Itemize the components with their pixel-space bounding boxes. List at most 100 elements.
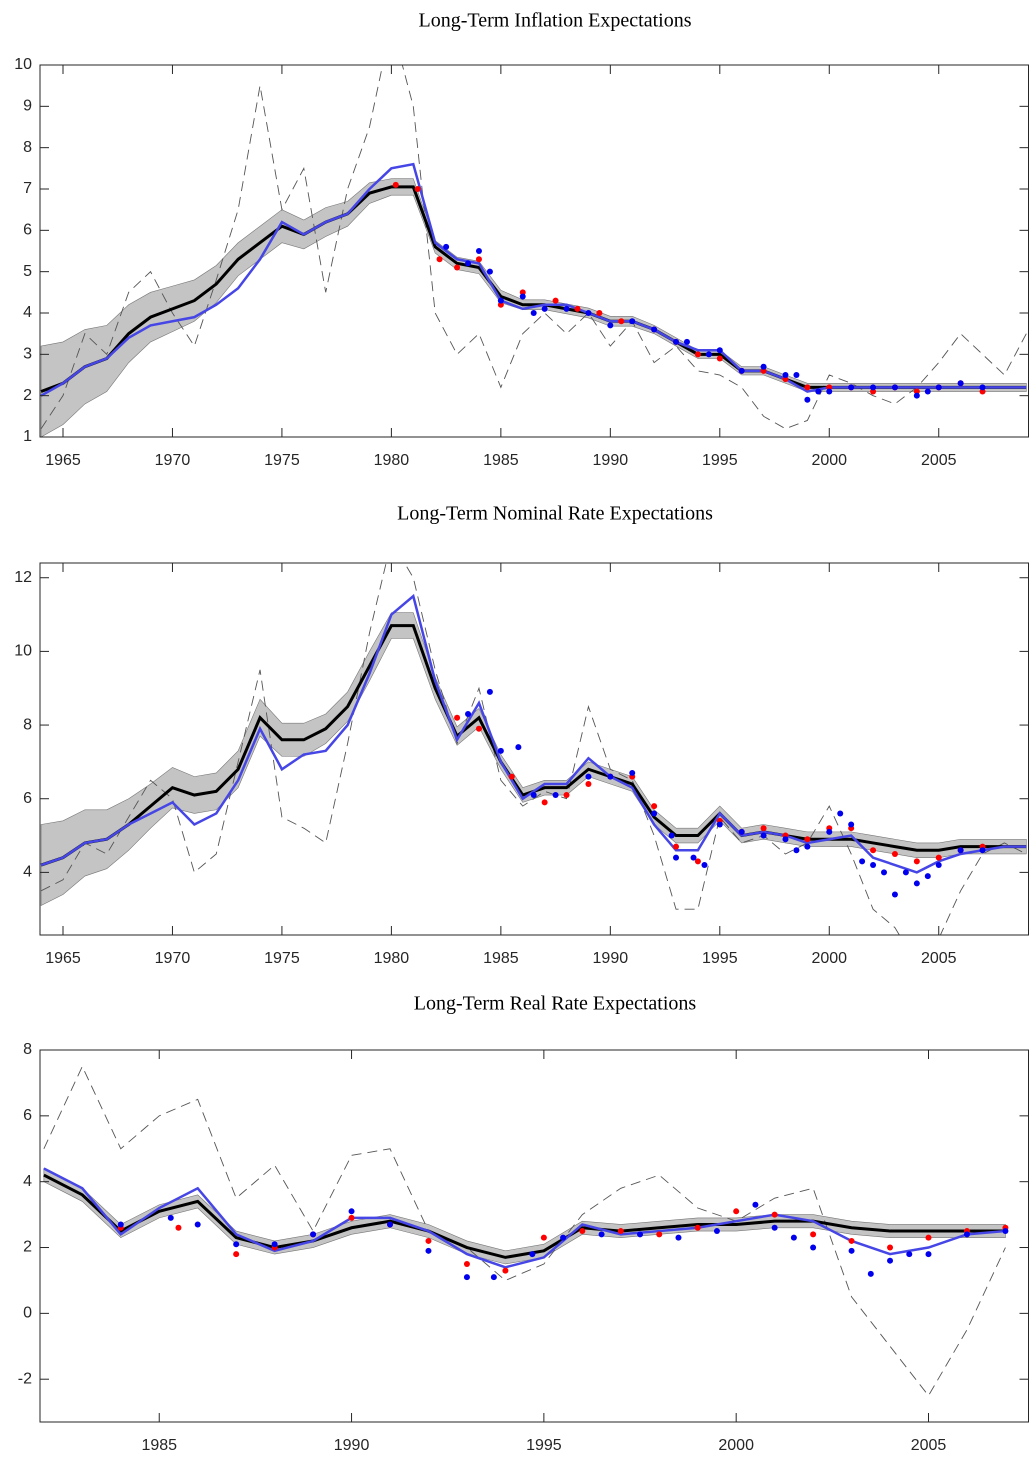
y-tick-label: 8 — [23, 716, 32, 733]
dot — [716, 355, 723, 362]
dot — [752, 1201, 759, 1208]
y-tick-label: 3 — [23, 346, 32, 363]
y-tick-label: 0 — [23, 1305, 32, 1322]
y-tick-label: 5 — [23, 263, 32, 280]
panel: Long-Term Real Rate Expectations -2 0 2 4 6 8 1… — [18, 993, 1029, 1454]
dot — [979, 384, 986, 391]
dot — [497, 297, 504, 304]
dot — [793, 372, 800, 378]
dot — [887, 1257, 894, 1264]
line — [43, 1167, 1006, 1269]
dot — [694, 858, 701, 865]
dot — [497, 747, 504, 754]
dot — [760, 363, 767, 370]
dot — [826, 388, 833, 395]
dot — [673, 843, 680, 850]
dot — [810, 1244, 817, 1251]
dot — [963, 1231, 970, 1238]
dot — [913, 880, 920, 887]
confidence-band — [43, 1168, 1006, 1265]
dot — [760, 825, 767, 832]
dot — [617, 1228, 624, 1235]
y-tick-label: 2 — [23, 1239, 32, 1256]
dot — [656, 1231, 663, 1238]
dot — [515, 744, 522, 751]
dot — [651, 803, 658, 810]
x-tick-label: 1980 — [374, 950, 410, 967]
dot — [519, 293, 526, 300]
dot — [541, 305, 548, 312]
dot — [552, 792, 559, 799]
dot — [848, 384, 855, 391]
dot — [348, 1214, 355, 1221]
dot — [675, 1234, 682, 1241]
chart-title: Long-Term Real Rate Expectations — [414, 993, 697, 1015]
dot — [475, 256, 482, 263]
dot — [629, 318, 636, 325]
y-tick-label: 6 — [23, 222, 32, 239]
dot — [906, 1251, 913, 1258]
dot — [502, 1267, 509, 1274]
line — [40, 162, 1027, 397]
dot — [804, 836, 811, 843]
y-tick-label: 10 — [14, 56, 32, 73]
dashed-line — [40, 65, 1027, 430]
dot — [463, 1260, 470, 1267]
dot — [848, 1247, 855, 1254]
dot — [194, 1221, 201, 1228]
dot — [810, 1231, 817, 1238]
dot — [870, 862, 877, 869]
x-tick-label: 2000 — [718, 1437, 754, 1454]
dot — [782, 372, 789, 378]
x-tick-label: 1985 — [483, 950, 519, 967]
dot — [690, 854, 697, 861]
dot — [804, 843, 811, 850]
dot — [425, 1247, 432, 1254]
dot — [465, 711, 472, 718]
dot — [935, 384, 942, 391]
y-tick-label: 10 — [14, 643, 32, 660]
dot — [913, 388, 920, 395]
dot — [167, 1214, 174, 1221]
dot — [902, 869, 909, 876]
y-tick-label: 6 — [23, 1107, 32, 1124]
x-tick-label: 2005 — [911, 1437, 947, 1454]
x-tick-label: 1970 — [155, 950, 191, 967]
dashed-line — [40, 563, 1027, 935]
dot — [771, 1224, 778, 1231]
dot — [891, 850, 898, 857]
dot — [859, 858, 866, 865]
y-tick-label: -2 — [18, 1370, 32, 1387]
dot — [585, 780, 592, 787]
dot — [465, 260, 472, 267]
dot — [1002, 1228, 1009, 1235]
dot — [629, 769, 636, 776]
dot — [414, 186, 421, 192]
dot — [848, 821, 855, 828]
dot — [790, 1234, 797, 1241]
dot — [738, 828, 745, 835]
dot — [760, 832, 767, 839]
dot — [738, 367, 745, 374]
dot — [574, 305, 581, 312]
y-tick-label: 2 — [23, 387, 32, 404]
dot — [837, 810, 844, 817]
dot — [233, 1241, 240, 1248]
dot — [694, 1224, 701, 1231]
dot — [508, 773, 515, 780]
dot — [867, 1270, 874, 1277]
dot — [529, 1251, 536, 1258]
x-tick-label: 1965 — [45, 452, 81, 469]
x-tick-label: 1965 — [45, 950, 81, 967]
dot — [637, 1231, 644, 1238]
dot — [891, 384, 898, 391]
x-tick-label: 1995 — [702, 950, 738, 967]
dot — [497, 301, 504, 308]
dot — [683, 338, 690, 345]
dot — [924, 873, 931, 880]
dot — [887, 1244, 894, 1251]
dot — [519, 289, 526, 296]
confidence-band — [40, 612, 1027, 907]
dot — [957, 847, 964, 854]
dot — [826, 828, 833, 835]
